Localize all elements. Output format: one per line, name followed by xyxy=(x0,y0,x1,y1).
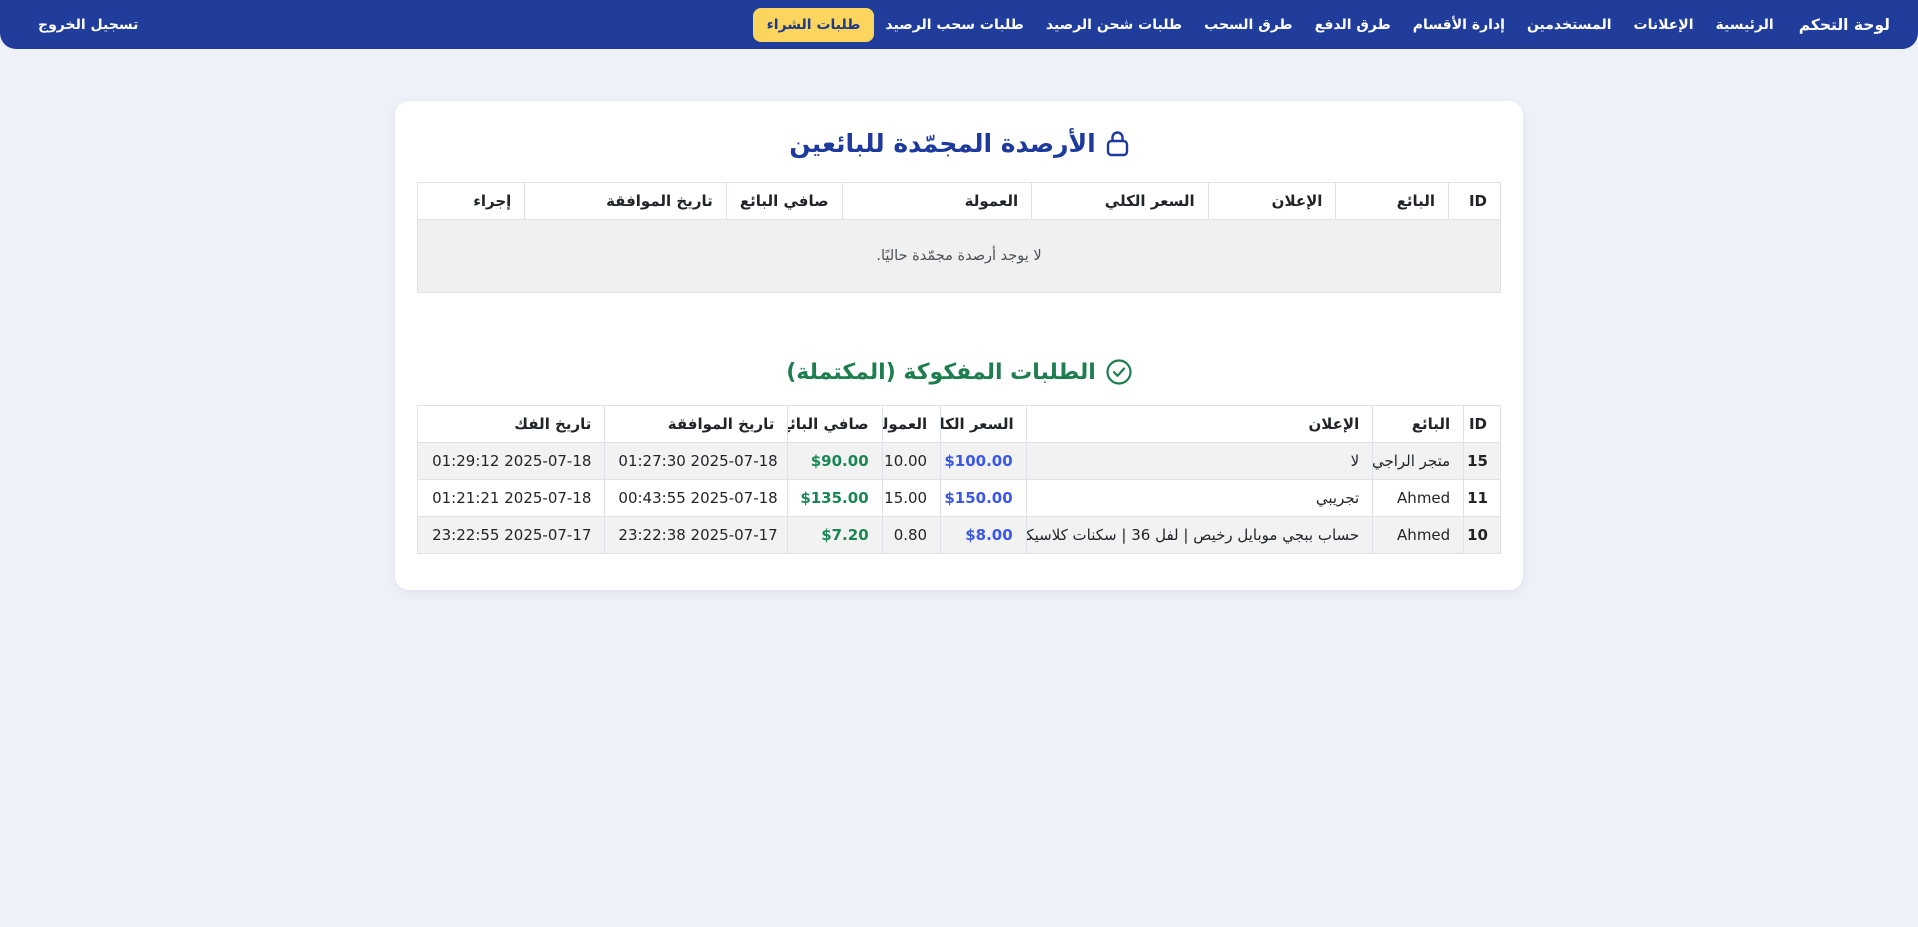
completed-orders-table: ID البائع الإعلان السعر الكلي العمولة صا… xyxy=(416,405,1501,554)
completed-section-title: الطلبات المفكوكة (المكتملة) xyxy=(786,359,1096,385)
cell-approval-date: 00:43:55 2025-07-18 xyxy=(604,479,789,517)
cell-seller: Ahmed xyxy=(1372,516,1465,554)
table-row: 10 Ahmed حساب ببجي موبايل رخيص | لفل 36 … xyxy=(416,516,1501,554)
content-card: الأرصدة المجمّدة للبائعين ID البائع الإع… xyxy=(395,101,1523,590)
cell-ad: لا xyxy=(1025,442,1374,480)
cell-seller-net: $135.00 xyxy=(787,479,883,517)
cell-total-price: $8.00 xyxy=(940,516,1027,554)
cell-seller: متجر الراجي xyxy=(1372,442,1465,480)
col-header-commission: العمولة xyxy=(881,405,942,443)
navbar-brand[interactable]: لوحة التحكم xyxy=(1798,15,1890,34)
frozen-table-empty-row: لا يوجد أرصدة مجمّدة حاليًا. xyxy=(417,219,1501,293)
nav-item-users[interactable]: المستخدمين xyxy=(1526,16,1612,33)
col-header-ad: الإعلان xyxy=(1207,182,1337,220)
frozen-section-title-row: الأرصدة المجمّدة للبائعين xyxy=(417,129,1501,158)
col-header-seller-net: صافي البائع xyxy=(725,182,843,220)
completed-table-header-row: ID البائع الإعلان السعر الكلي العمولة صا… xyxy=(416,405,1501,443)
col-header-id: ID xyxy=(1463,405,1501,443)
empty-state-message: لا يوجد أرصدة مجمّدة حاليًا. xyxy=(417,219,1501,293)
nav-item-sections[interactable]: إدارة الأقسام xyxy=(1412,16,1505,33)
check-circle-icon xyxy=(1106,359,1132,385)
nav-item-ads[interactable]: الإعلانات xyxy=(1633,16,1694,33)
nav-item-withdraw-requests[interactable]: طلبات سحب الرصيد xyxy=(885,16,1024,33)
col-header-total-price: السعر الكلي xyxy=(1031,182,1209,220)
table-row: 11 Ahmed تجريبي $150.00 15.00 $135.00 00… xyxy=(416,479,1501,517)
cell-ad: تجريبي xyxy=(1025,479,1374,517)
cell-seller-net: $7.20 xyxy=(787,516,883,554)
frozen-balances-table: ID البائع الإعلان السعر الكلي العمولة صا… xyxy=(416,182,1501,293)
cell-approval-date: 01:27:30 2025-07-18 xyxy=(604,442,789,480)
cell-id: 11 xyxy=(1463,479,1501,517)
nav-item-purchase-requests[interactable]: طلبات الشراء xyxy=(752,7,875,42)
cell-release-date: 23:22:55 2025-07-17 xyxy=(416,516,606,554)
col-header-action: إجراء xyxy=(416,182,526,220)
col-header-commission: العمولة xyxy=(841,182,1033,220)
nav-item-charge-requests[interactable]: طلبات شحن الرصيد xyxy=(1045,16,1183,33)
frozen-table-header-row: ID البائع الإعلان السعر الكلي العمولة صا… xyxy=(416,182,1501,220)
top-navbar: لوحة التحكم الرئيسية الإعلانات المستخدمي… xyxy=(0,0,1918,49)
nav-item-withdraw-methods[interactable]: طرق السحب xyxy=(1204,16,1293,33)
table-row: 15 متجر الراجي لا $100.00 10.00 $90.00 0… xyxy=(416,442,1501,480)
cell-seller-net: $90.00 xyxy=(787,442,883,480)
cell-ad: حساب ببجي موبايل رخيص | لفل 36 | سكنات ك… xyxy=(1025,516,1374,554)
cell-release-date: 01:29:12 2025-07-18 xyxy=(416,442,606,480)
col-header-seller-net: صافي البائع xyxy=(787,405,883,443)
frozen-section-title: الأرصدة المجمّدة للبائعين xyxy=(789,129,1096,158)
cell-release-date: 01:21:21 2025-07-18 xyxy=(416,479,606,517)
col-header-ad: الإعلان xyxy=(1025,405,1374,443)
cell-commission: 15.00 xyxy=(881,479,942,517)
logout-link[interactable]: تسجيل الخروج xyxy=(38,16,139,33)
lock-icon xyxy=(1106,130,1129,157)
col-header-seller: البائع xyxy=(1335,182,1450,220)
cell-seller: Ahmed xyxy=(1372,479,1465,517)
cell-commission: 10.00 xyxy=(881,442,942,480)
col-header-release-date: تاريخ الفك xyxy=(416,405,606,443)
col-header-total-price: السعر الكلي xyxy=(940,405,1027,443)
nav-item-payment-methods[interactable]: طرق الدفع xyxy=(1314,16,1391,33)
cell-id: 15 xyxy=(1463,442,1501,480)
nav-item-home[interactable]: الرئيسية xyxy=(1715,16,1774,33)
col-header-seller: البائع xyxy=(1372,405,1465,443)
cell-commission: 0.80 xyxy=(881,516,942,554)
cell-total-price: $100.00 xyxy=(940,442,1027,480)
cell-id: 10 xyxy=(1463,516,1501,554)
col-header-approval-date: تاريخ الموافقة xyxy=(604,405,789,443)
cell-approval-date: 23:22:38 2025-07-17 xyxy=(604,516,789,554)
cell-total-price: $150.00 xyxy=(940,479,1027,517)
completed-section-title-row: الطلبات المفكوكة (المكتملة) xyxy=(417,359,1501,385)
col-header-approval-date: تاريخ الموافقة xyxy=(524,182,727,220)
col-header-id: ID xyxy=(1448,182,1501,220)
